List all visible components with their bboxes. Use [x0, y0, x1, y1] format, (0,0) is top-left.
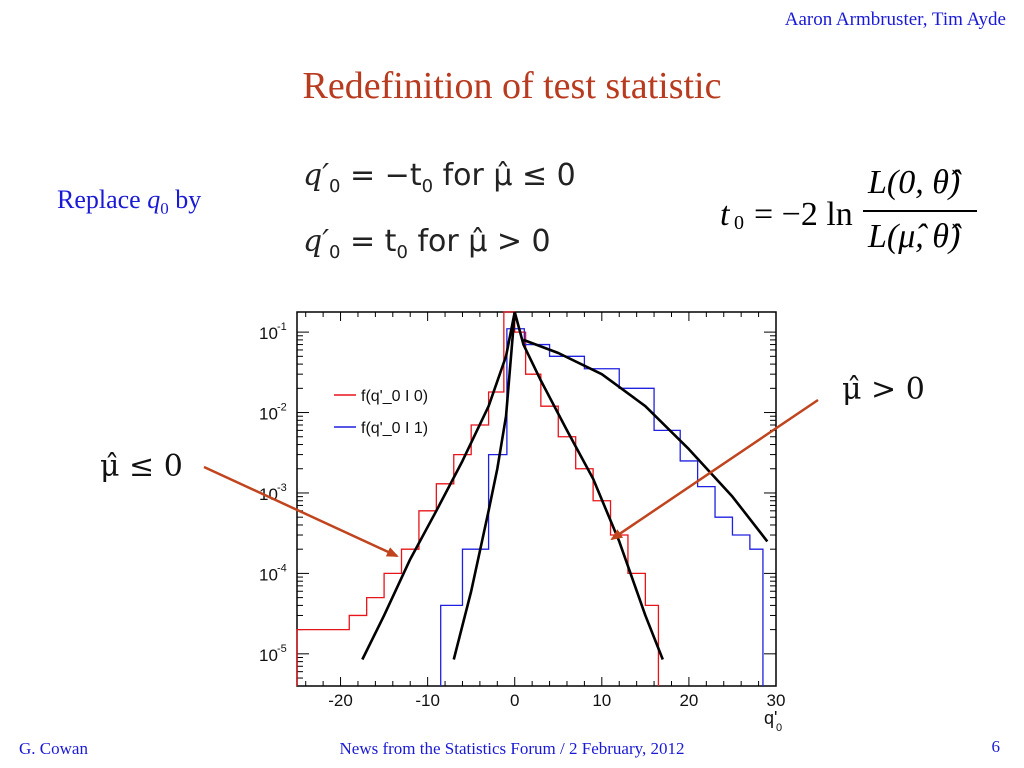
fit-curve	[522, 338, 769, 543]
x-axis-label-sub: 0	[776, 722, 782, 734]
arrow-right	[610, 398, 819, 541]
formula-1-sub: 0	[329, 176, 341, 197]
formula-2-rhs-sub: 0	[396, 242, 408, 263]
label-mu-le-0: μ̂ ≤ 0	[100, 449, 183, 484]
y-tick-label-exp: -4	[277, 562, 287, 574]
formula-2-rhs: = t	[340, 224, 397, 259]
formula-line-1: q′0 = −t0 for μ̂ ≤ 0	[303, 158, 576, 197]
formula-2-sub: 0	[329, 242, 341, 263]
formula-1-cond: for μ̂ ≤ 0	[433, 158, 576, 193]
x-tick-label: -20	[328, 691, 353, 710]
footer-author: G. Cowan	[19, 739, 88, 758]
histogram-series	[296, 311, 660, 686]
tdef-operator: = −2 ln	[754, 196, 853, 233]
y-tick-label: 10	[259, 405, 278, 424]
x-tick-label: 10	[592, 691, 611, 710]
x-tick-label: 0	[510, 691, 519, 710]
label-mu-gt-0: μ̂ > 0	[842, 372, 925, 407]
tdef-denominator: L(μ̂, θ̂)	[868, 218, 961, 255]
tdef-fraction-bar	[863, 210, 977, 212]
tdef-lhs-sub: 0	[734, 212, 744, 234]
y-tick-label-exp: -3	[277, 482, 287, 494]
replace-text: Replace q0 by	[57, 185, 201, 219]
slide-number: 6	[991, 737, 1001, 756]
y-tick-label: 10	[259, 646, 278, 665]
replace-prefix: Replace	[57, 185, 141, 214]
replace-var: q	[147, 185, 161, 214]
formula-1-rhs-sub: 0	[421, 176, 434, 197]
y-tick-label: 10	[259, 324, 278, 343]
fit-curve	[361, 311, 517, 661]
y-tick-label-exp: -1	[277, 321, 287, 333]
legend-label: f(q'_0 I 0)	[361, 388, 428, 405]
fit-curve	[452, 311, 517, 660]
legend-label: f(q'_0 I 1)	[361, 420, 428, 437]
replace-sub: 0	[160, 199, 169, 219]
slide-title: Redefinition of test statistic	[302, 65, 722, 107]
y-tick-label: 10	[259, 565, 278, 584]
authors-credit: Aaron Armbruster, Tim Ayde	[784, 9, 1006, 30]
formula-2-cond: for μ̂ > 0	[407, 224, 551, 259]
histogram-series	[440, 328, 764, 686]
fit-curve	[513, 311, 664, 660]
formula-2-lhs: q′	[303, 224, 330, 259]
arrow-left	[203, 465, 399, 558]
formula-1-rhs: = −t	[340, 158, 422, 193]
formula-1-lhs: q′	[303, 158, 330, 193]
x-tick-label: -10	[415, 691, 440, 710]
y-tick-label-exp: -5	[277, 643, 287, 655]
formula-line-2: q′0 = t0 for μ̂ > 0	[303, 224, 551, 263]
tdef-numerator: L(0, θ̂̂)	[868, 164, 961, 201]
x-tick-label: 20	[679, 691, 698, 710]
replace-suffix: by	[175, 185, 202, 214]
tdef-lhs: t	[720, 196, 730, 233]
y-tick-label-exp: -2	[277, 402, 287, 414]
x-tick-label: 30	[767, 691, 786, 710]
x-axis-label: q'	[764, 708, 777, 728]
plot-frame-box	[296, 311, 777, 687]
footer-event: News from the Statistics Forum / 2 Febru…	[339, 739, 685, 758]
